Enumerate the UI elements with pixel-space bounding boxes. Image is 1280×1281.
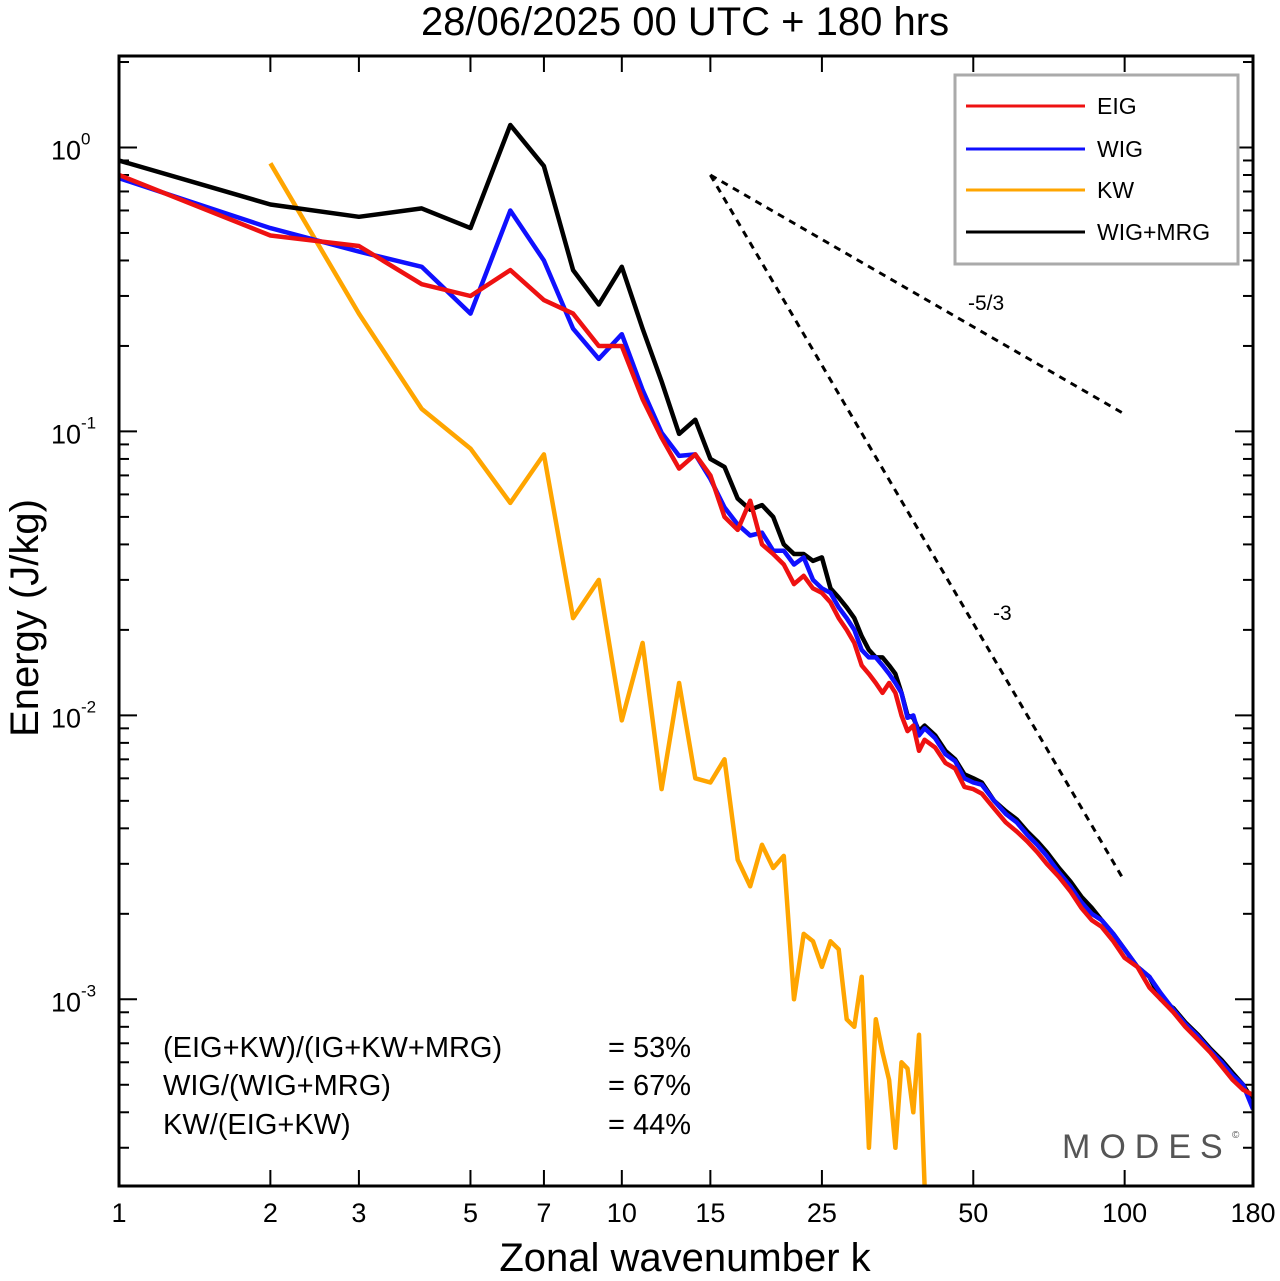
slope-label-five-thirds: -5/3 <box>968 292 1004 315</box>
x-tick-label: 100 <box>1102 1198 1147 1228</box>
x-tick-label: 180 <box>1230 1198 1275 1228</box>
y-tick-label: 10 <box>51 419 81 449</box>
y-tick-exponent: -2 <box>81 697 96 716</box>
x-tick-label: 2 <box>263 1198 278 1228</box>
legend-label-kw: KW <box>1097 177 1134 203</box>
legend-label-wig-mrg: WIG+MRG <box>1097 219 1210 245</box>
x-tick-label: 25 <box>807 1198 837 1228</box>
slope-label-three: -3 <box>993 602 1012 625</box>
reference-slope-lines <box>709 173 1126 883</box>
y-tick-exponent: 0 <box>81 129 90 148</box>
stat-value-wig-ratio: = 67% <box>608 1070 691 1102</box>
y-tick-exponent: -3 <box>81 981 96 1000</box>
y-axis-label: Energy (J/kg) <box>3 499 47 737</box>
series-line-wig <box>119 175 1253 1111</box>
legend: EIG WIG KW WIG+MRG <box>953 73 1240 266</box>
series-line-wig-mrg <box>119 122 1253 1102</box>
legend-label-eig: EIG <box>1097 93 1137 119</box>
stat-value-eig-kw-ratio: = 53% <box>608 1032 691 1064</box>
y-tick-label: 10 <box>51 987 81 1017</box>
stat-label-wig-ratio: WIG/(WIG+MRG) <box>163 1070 391 1102</box>
stat-value-kw-ratio: = 44% <box>608 1109 691 1141</box>
chart-title: 28/06/2025 00 UTC + 180 hrs <box>421 0 949 44</box>
plot-frame <box>117 54 1255 1188</box>
legend-label-wig: WIG <box>1097 136 1143 162</box>
stat-label-kw-ratio: KW/(EIG+KW) <box>163 1109 351 1141</box>
reference-line-three <box>709 174 1126 883</box>
copyright-mark: © <box>1232 1130 1240 1141</box>
x-tick-label: 5 <box>463 1198 478 1228</box>
reference-line-five-thirds <box>709 173 1126 416</box>
x-tick-label: 7 <box>536 1198 551 1228</box>
x-tick-label: 15 <box>695 1198 725 1228</box>
ratio-stats: (EIG+KW)/(IG+KW+MRG) = 53% WIG/(WIG+MRG)… <box>163 1032 691 1141</box>
x-tick-label: 3 <box>351 1198 366 1228</box>
x-axis-label: Zonal wavenumber k <box>499 1236 871 1280</box>
plot-series <box>119 122 1253 1186</box>
series-line-kw <box>268 162 927 1186</box>
stat-label-eig-kw-ratio: (EIG+KW)/(IG+KW+MRG) <box>163 1032 502 1064</box>
y-tick-label: 10 <box>51 135 81 165</box>
y-tick-exponent: -1 <box>81 413 96 432</box>
modes-watermark: MODES <box>1062 1128 1232 1166</box>
x-tick-label: 10 <box>607 1198 637 1228</box>
x-tick-label: 50 <box>958 1198 988 1228</box>
series-line-eig <box>119 172 1253 1097</box>
axis-ticks <box>118 56 1254 1186</box>
x-tick-label: 1 <box>111 1198 126 1228</box>
y-tick-label: 10 <box>51 703 81 733</box>
